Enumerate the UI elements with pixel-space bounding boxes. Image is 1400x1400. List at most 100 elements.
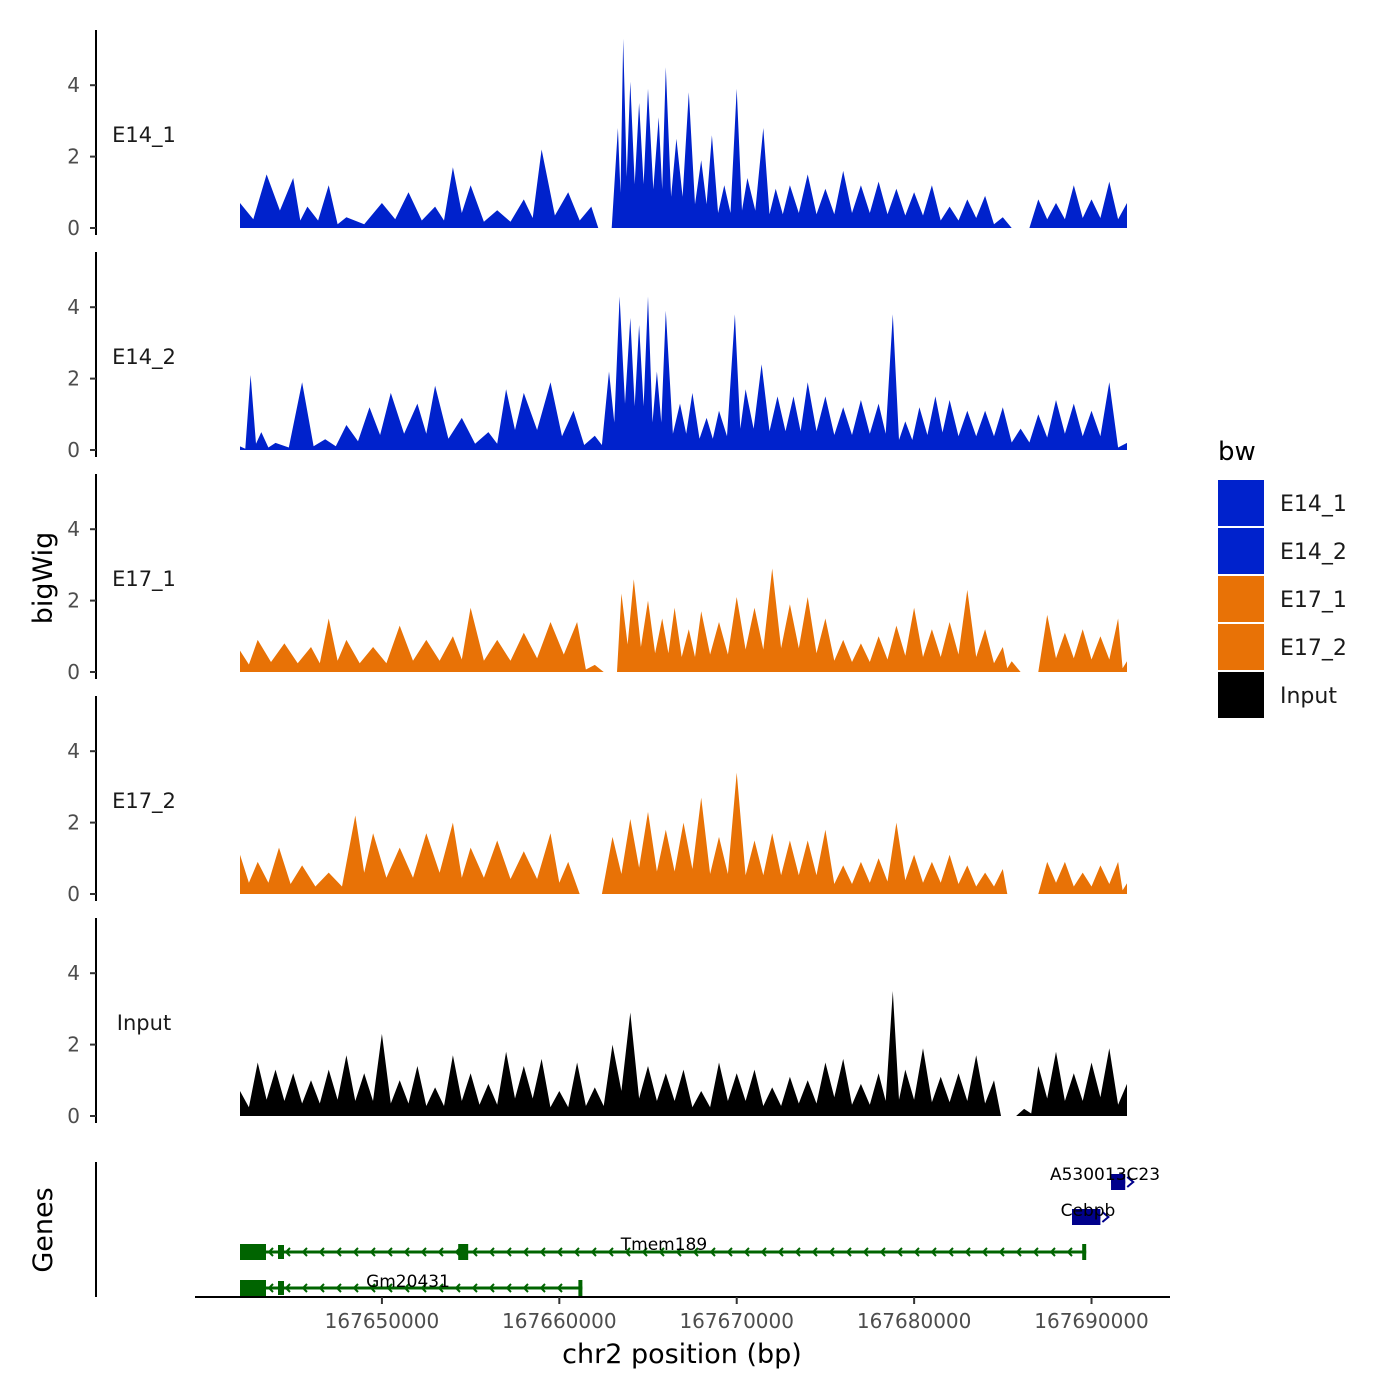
strand-arrow xyxy=(301,1283,308,1293)
strand-arrow xyxy=(352,1283,359,1293)
panel-E17_1: 0 2 4 E17_1 xyxy=(67,474,1127,684)
strand-arrow xyxy=(420,1247,427,1257)
gene-Cebpb: Cebpb xyxy=(1061,1201,1116,1225)
strand-arrow xyxy=(641,1247,648,1257)
strand-arrow xyxy=(318,1247,325,1257)
legend-swatch-E17_1 xyxy=(1218,576,1264,622)
strand-arrow xyxy=(930,1247,937,1257)
strand-arrow xyxy=(522,1283,529,1293)
y-tick-label: 0 xyxy=(67,882,80,906)
genes-axis-title: Genes xyxy=(28,1187,59,1272)
genes-panel: A530013C23 Cebpb Tmem189 Gm20431 xyxy=(95,1162,1160,1297)
exon xyxy=(1072,1209,1101,1225)
strand-arrow xyxy=(403,1247,410,1257)
strand-arrow xyxy=(828,1247,835,1257)
strand-arrow xyxy=(1049,1247,1056,1257)
strand-arrow xyxy=(301,1247,308,1257)
track-label-E14_1: E14_1 xyxy=(112,123,176,148)
y-tick-label: 2 xyxy=(67,145,80,169)
strand-arrow xyxy=(437,1247,444,1257)
track-label-Input: Input xyxy=(117,1011,171,1035)
y-tick-label: 2 xyxy=(67,811,80,835)
strand-arrow xyxy=(369,1247,376,1257)
exon xyxy=(278,1245,284,1259)
x-axis: 167650000 167660000 167670000 167680000 1676… xyxy=(195,1296,1170,1333)
strand-arrow xyxy=(1015,1247,1022,1257)
strand-arrow xyxy=(658,1247,665,1257)
y-tick-label: 2 xyxy=(67,367,80,391)
legend-swatch-E14_1 xyxy=(1218,480,1264,526)
strand-arrow xyxy=(811,1247,818,1257)
strand-arrow xyxy=(879,1247,886,1257)
y-tick-label: 2 xyxy=(67,589,80,613)
signal-area-E17_1 xyxy=(240,568,1127,672)
legend-swatch-Input xyxy=(1218,672,1264,718)
strand-arrow xyxy=(539,1247,546,1257)
strand-arrow xyxy=(267,1247,274,1257)
y-tick-label: 4 xyxy=(67,295,80,319)
exon xyxy=(240,1244,266,1260)
y-tick-label: 0 xyxy=(67,1104,80,1128)
strand-arrow xyxy=(573,1247,580,1257)
strand-arrow xyxy=(488,1283,495,1293)
panel-E14_1: 0 2 4 E14_1 xyxy=(67,30,1127,240)
strand-arrow xyxy=(318,1283,325,1293)
strand-arrow xyxy=(386,1247,393,1257)
gene-label-Tmem189: Tmem189 xyxy=(620,1235,707,1255)
strand-arrow xyxy=(590,1247,597,1257)
x-tick-label: 167670000 xyxy=(679,1309,794,1333)
gene-A530013C23: A530013C23 xyxy=(1050,1165,1160,1190)
panel-Input: 0 2 4 Input xyxy=(67,918,1127,1128)
strand-arrow xyxy=(845,1247,852,1257)
x-tick-label: 167680000 xyxy=(857,1309,972,1333)
gene-label-A530013C23: A530013C23 xyxy=(1050,1165,1160,1185)
strand-arrow xyxy=(420,1283,427,1293)
strand-arrow xyxy=(437,1283,444,1293)
strand-arrow xyxy=(675,1247,682,1257)
exon xyxy=(240,1280,266,1296)
strand-arrow xyxy=(1066,1247,1073,1257)
strand-arrow xyxy=(607,1247,614,1257)
strand-arrow xyxy=(403,1283,410,1293)
strand-arrow xyxy=(335,1283,342,1293)
legend-swatch-E14_2 xyxy=(1218,528,1264,574)
strand-arrow xyxy=(896,1247,903,1257)
strand-arrow xyxy=(624,1247,631,1257)
strand-arrow xyxy=(1126,1176,1135,1188)
y-tick-label: 4 xyxy=(67,961,80,985)
exon xyxy=(1082,1244,1087,1260)
gene-Tmem189: Tmem189 xyxy=(240,1235,1087,1260)
strand-arrow xyxy=(454,1283,461,1293)
strand-arrow xyxy=(284,1247,291,1257)
signal-area-Input xyxy=(240,991,1127,1116)
gene-label-Gm20431: Gm20431 xyxy=(366,1272,450,1292)
y-tick-label: 0 xyxy=(67,438,80,462)
legend-label-E17_2: E17_2 xyxy=(1280,636,1347,661)
track-label-E17_2: E17_2 xyxy=(112,789,176,814)
signal-area-E14_1 xyxy=(240,38,1127,228)
gene-label-Cebpb: Cebpb xyxy=(1061,1201,1116,1221)
exon xyxy=(578,1280,583,1296)
panel-E14_2: 0 2 4 E14_2 xyxy=(67,252,1127,462)
strand-arrow xyxy=(505,1247,512,1257)
strand-arrow xyxy=(947,1247,954,1257)
strand-arrow xyxy=(471,1283,478,1293)
strand-arrow xyxy=(505,1283,512,1293)
legend-label-Input: Input xyxy=(1280,684,1337,709)
strand-arrow xyxy=(522,1247,529,1257)
x-tick-label: 167690000 xyxy=(1034,1309,1149,1333)
strand-arrow xyxy=(913,1247,920,1257)
legend: bw E14_1 E14_2 E17_1 E17_2 Input xyxy=(1218,437,1347,718)
legend-label-E14_1: E14_1 xyxy=(1280,492,1347,517)
strand-arrow xyxy=(1101,1211,1110,1223)
exon xyxy=(278,1281,284,1295)
legend-label-E17_1: E17_1 xyxy=(1280,588,1347,613)
strand-arrow xyxy=(267,1283,274,1293)
y-tick-label: 0 xyxy=(67,216,80,240)
strand-arrow xyxy=(726,1247,733,1257)
strand-arrow xyxy=(709,1247,716,1257)
signal-panels: 0 2 4 E14_1 0 2 4 E14_2 0 2 4 E17_1 0 2 4 E17_2 0 2 4 Input xyxy=(67,30,1127,1128)
track-label-E17_1: E17_1 xyxy=(112,567,176,592)
strand-arrow xyxy=(1032,1247,1039,1257)
